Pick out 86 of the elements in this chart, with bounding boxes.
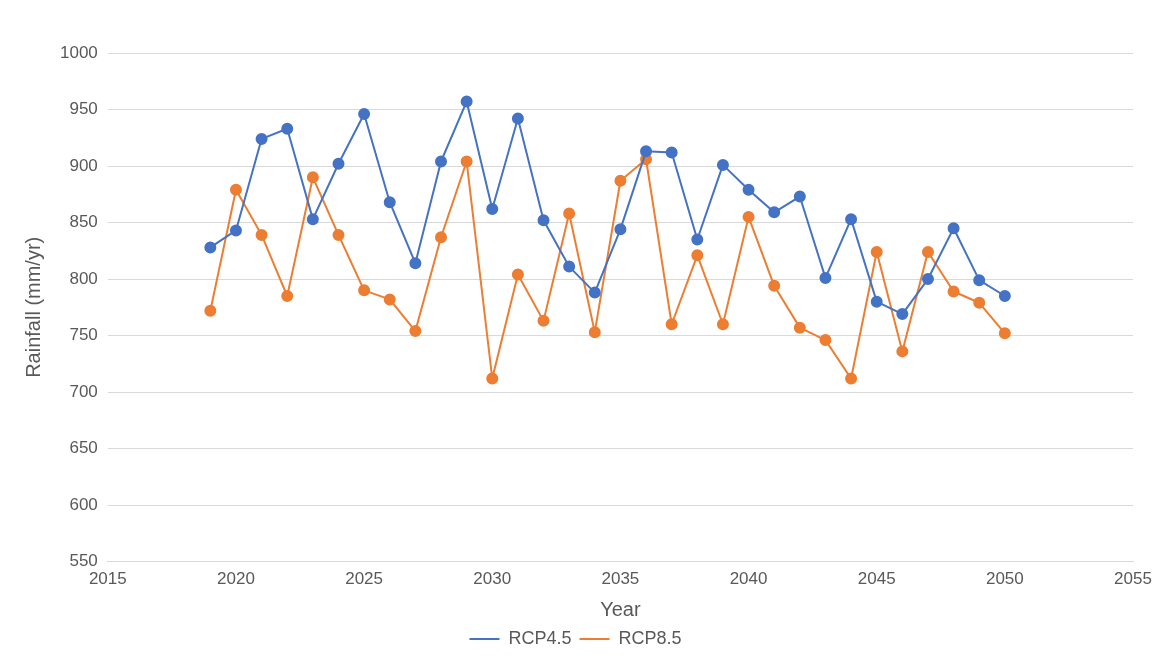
point bbox=[511, 112, 524, 125]
y-tick-label: 750 bbox=[69, 325, 98, 345]
point bbox=[640, 145, 653, 158]
point bbox=[588, 326, 601, 339]
y-tick-label: 850 bbox=[69, 212, 98, 232]
legend-label: RCP4.5 bbox=[508, 627, 572, 648]
point bbox=[691, 233, 704, 246]
point bbox=[973, 296, 986, 309]
point bbox=[537, 214, 550, 227]
point bbox=[511, 268, 524, 281]
point bbox=[306, 213, 319, 226]
point bbox=[409, 325, 422, 338]
legend-label: RCP8.5 bbox=[618, 627, 682, 648]
point bbox=[255, 132, 268, 145]
point bbox=[281, 122, 294, 135]
point bbox=[435, 155, 447, 168]
point bbox=[998, 290, 1011, 302]
point bbox=[665, 318, 678, 331]
x-tick-label: 2015 bbox=[88, 569, 127, 589]
point bbox=[563, 260, 576, 273]
point bbox=[742, 210, 755, 223]
point bbox=[921, 245, 934, 258]
point bbox=[306, 171, 319, 184]
point bbox=[229, 224, 242, 237]
point bbox=[819, 271, 832, 284]
point bbox=[332, 157, 345, 170]
point bbox=[870, 245, 883, 258]
y-tick-label: 900 bbox=[69, 155, 98, 175]
y-tick-label: 600 bbox=[69, 494, 98, 514]
y-tick-label: 950 bbox=[69, 99, 98, 119]
point bbox=[896, 345, 909, 358]
x-tick-label: 2050 bbox=[985, 569, 1024, 589]
point bbox=[998, 327, 1011, 340]
point bbox=[819, 334, 832, 347]
y-tick-label: 800 bbox=[69, 268, 98, 288]
point bbox=[460, 155, 473, 168]
x-axis-title: Year bbox=[600, 597, 641, 620]
point bbox=[742, 183, 755, 196]
point bbox=[537, 314, 550, 327]
point bbox=[896, 308, 909, 321]
x-tick-label: 2055 bbox=[1114, 569, 1152, 589]
x-tick-label: 2045 bbox=[857, 569, 896, 589]
point bbox=[255, 228, 268, 241]
y-tick-label: 700 bbox=[69, 381, 98, 401]
y-tick-label: 1000 bbox=[59, 42, 98, 62]
point bbox=[358, 284, 371, 297]
x-tick-label: 2030 bbox=[473, 569, 512, 589]
x-tick-label: 2020 bbox=[217, 569, 255, 589]
point bbox=[793, 190, 806, 203]
point bbox=[793, 321, 806, 334]
point bbox=[281, 290, 294, 302]
point bbox=[614, 174, 627, 187]
y-tick-label: 550 bbox=[69, 551, 98, 571]
point bbox=[204, 304, 217, 317]
point bbox=[716, 318, 729, 331]
point bbox=[845, 372, 858, 385]
y-tick-label: 650 bbox=[69, 438, 98, 458]
point bbox=[486, 202, 499, 215]
point bbox=[845, 213, 858, 226]
point bbox=[665, 146, 678, 159]
point bbox=[409, 257, 422, 270]
point bbox=[614, 223, 627, 236]
point bbox=[947, 222, 960, 235]
point bbox=[563, 207, 576, 220]
point bbox=[332, 228, 345, 241]
x-tick-label: 2040 bbox=[729, 569, 768, 589]
point bbox=[973, 274, 986, 287]
point bbox=[716, 158, 729, 171]
x-tick-label: 2025 bbox=[345, 569, 384, 589]
point bbox=[460, 95, 473, 108]
point bbox=[921, 273, 934, 286]
point bbox=[691, 249, 704, 262]
point bbox=[768, 279, 781, 292]
point bbox=[383, 196, 396, 209]
point bbox=[768, 206, 781, 219]
point bbox=[229, 183, 242, 196]
point bbox=[588, 286, 601, 299]
point bbox=[486, 372, 499, 385]
point bbox=[358, 108, 371, 121]
point bbox=[870, 295, 883, 308]
x-tick-label: 2035 bbox=[601, 569, 640, 589]
point bbox=[947, 285, 960, 298]
point bbox=[383, 293, 396, 306]
point bbox=[435, 231, 447, 244]
point bbox=[204, 241, 217, 254]
y-axis-title: Rainfall (mm/yr) bbox=[21, 236, 44, 378]
